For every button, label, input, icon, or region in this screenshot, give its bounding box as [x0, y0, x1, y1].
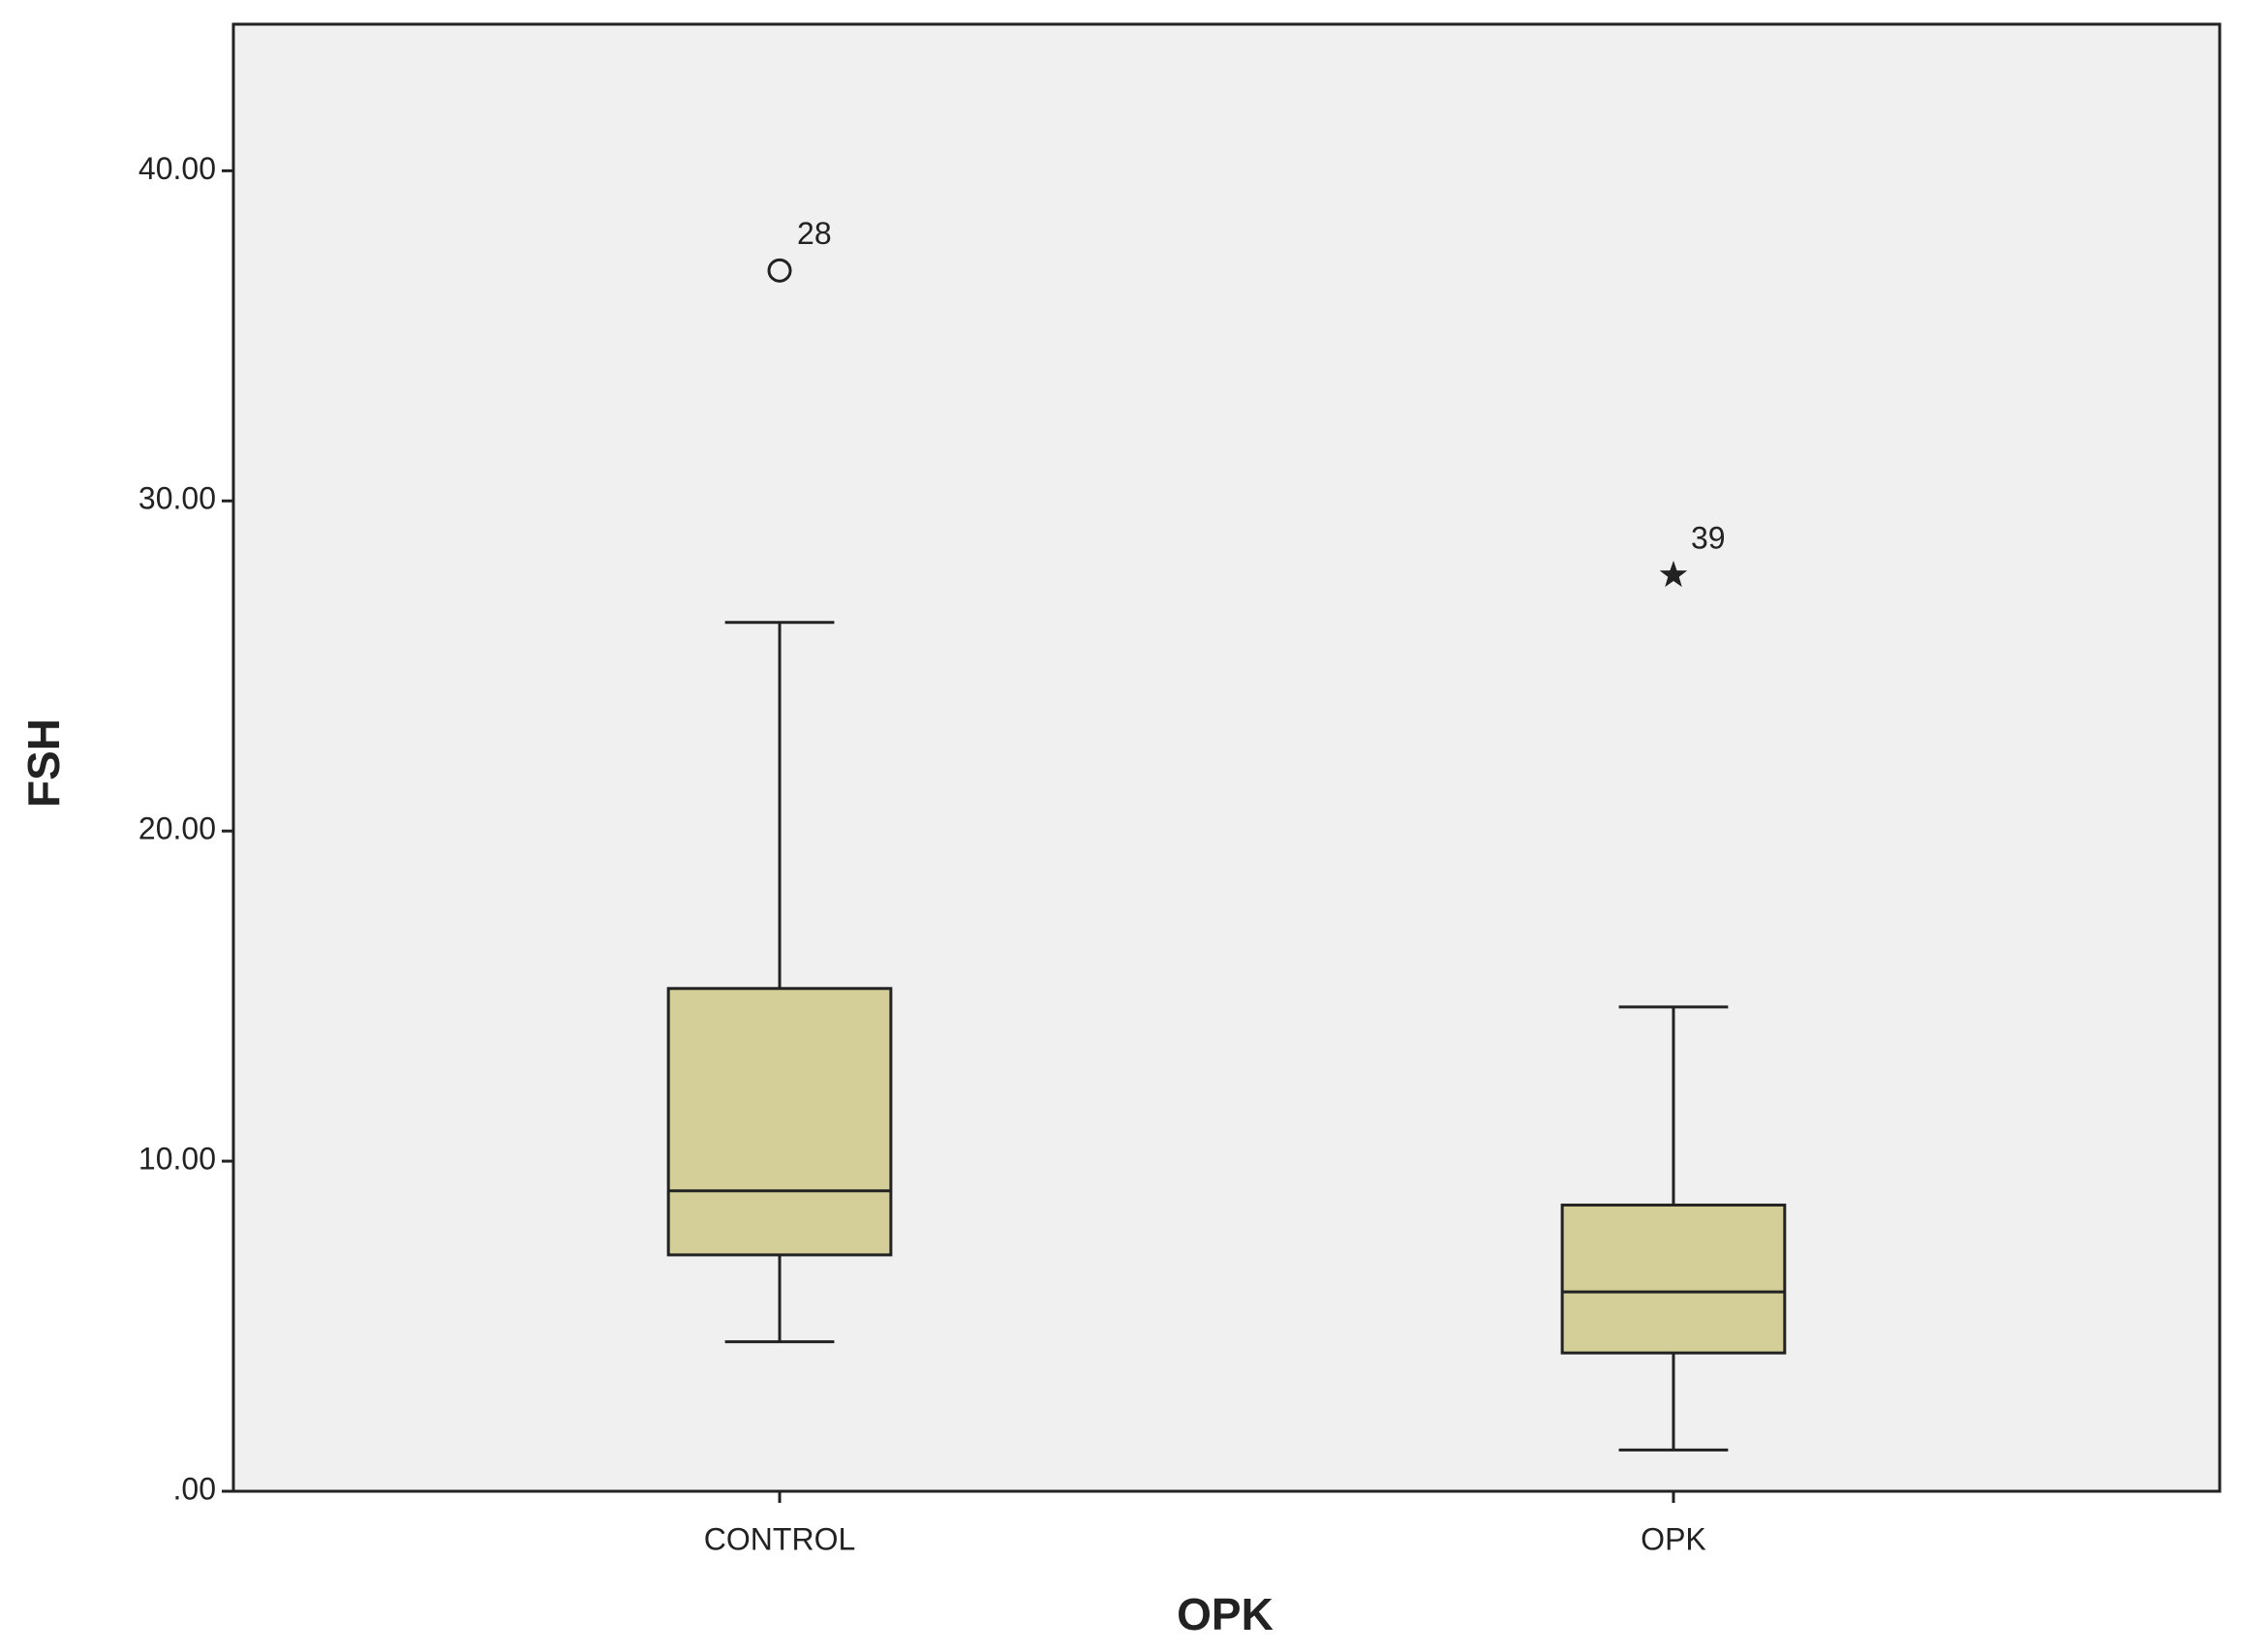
- y-tick-label: 20.00: [138, 811, 216, 846]
- x-axis-title: OPK: [1177, 1589, 1274, 1639]
- x-tick-label: CONTROL: [704, 1521, 855, 1556]
- y-tick-label: .00: [173, 1471, 216, 1506]
- case-label: 28: [797, 216, 832, 251]
- y-tick-label: 40.00: [138, 151, 216, 186]
- y-tick-label: 10.00: [138, 1142, 216, 1177]
- y-tick-label: 30.00: [138, 481, 216, 516]
- plot-area: [231, 22, 2222, 1493]
- y-axis-title: FSH: [18, 719, 69, 808]
- x-tick-label: OPK: [1641, 1521, 1706, 1556]
- extreme-outlier: [1659, 561, 1688, 588]
- case-label: 39: [1691, 520, 1726, 555]
- box: [666, 987, 893, 1257]
- box: [1560, 1203, 1787, 1355]
- outlier: [767, 258, 792, 283]
